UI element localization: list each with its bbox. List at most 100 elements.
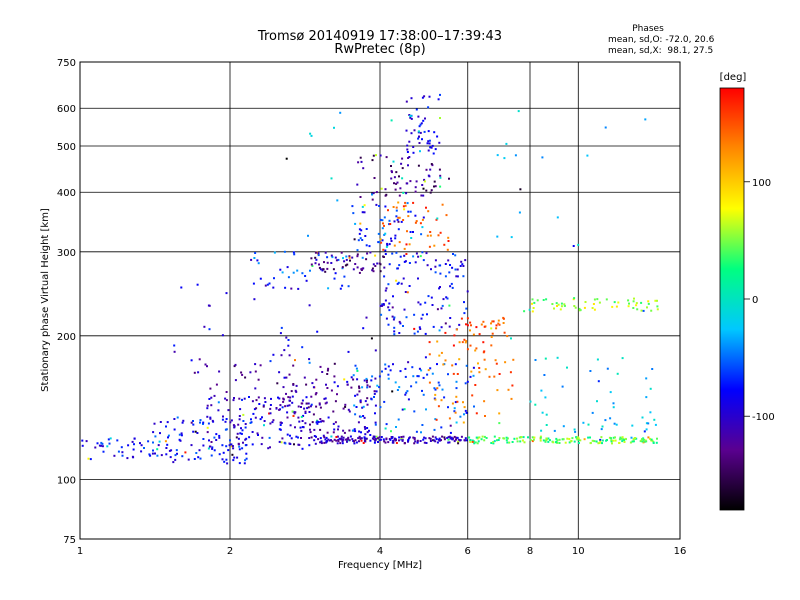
echo-point [449,264,451,266]
echo-point [342,407,345,410]
echo-point [210,441,213,443]
echo-point [443,243,446,246]
echo-point [422,119,425,122]
echo-point [248,396,250,398]
echo-point [279,421,282,424]
echo-point [211,419,214,422]
echo-point [113,454,116,457]
echo-point [325,383,327,386]
y-tick-label: 400 [57,188,76,199]
echo-point [483,350,486,353]
echo-point [503,331,506,334]
echo-point [190,421,193,424]
echo-point [539,435,542,438]
echo-point [627,305,630,308]
echo-point [387,283,390,286]
echo-point [429,231,432,233]
echo-point [472,333,475,336]
echo-point [428,437,431,440]
echo-point [231,445,234,447]
echo-point [287,344,290,347]
echo-point [619,436,622,439]
echo-point [307,234,309,237]
echo-point [317,421,320,423]
echo-point [540,429,543,432]
echo-point [477,362,479,365]
echo-point [556,216,559,219]
echo-point [311,382,314,385]
echo-point [333,362,336,365]
echo-point [411,366,414,369]
echo-point [363,436,366,439]
echo-point [409,116,412,119]
echo-point [606,439,608,441]
echo-point [422,438,425,441]
echo-point [305,383,308,386]
echo-point [647,302,650,305]
echo-point [374,439,377,442]
chart-title: Tromsø 20140919 17:38:00–17:39:43 [257,29,502,44]
echo-point [262,405,265,408]
echo-point [356,266,359,269]
echo-point [377,437,379,440]
echo-point [427,295,430,298]
echo-point [453,410,456,413]
echo-point [420,431,422,434]
echo-point [126,457,129,460]
echo-point [206,365,208,368]
echo-point [564,441,567,444]
echo-point [303,376,306,379]
echo-point [391,390,394,393]
echo-point [605,298,608,301]
echo-point [372,435,375,438]
echo-point [309,405,312,408]
echo-point [239,432,242,435]
echo-point [635,302,638,305]
echo-point [152,431,155,434]
echo-point [140,444,143,447]
echo-point [449,317,452,319]
echo-point [181,421,184,424]
echo-point [353,404,356,407]
echo-point [461,263,464,266]
echo-point [301,346,304,349]
echo-point [361,211,364,214]
echo-point [238,418,241,421]
echo-point [533,301,536,304]
echo-point [300,415,303,418]
echo-point [332,268,335,271]
echo-point [395,251,398,254]
echo-point [547,437,550,440]
echo-point [215,439,218,441]
echo-point [280,326,283,329]
echo-point [412,255,415,258]
echo-point [614,436,616,439]
echo-point [325,436,328,439]
echo-point [556,441,559,444]
echo-point [286,266,289,269]
echo-point [244,423,247,425]
echo-point [587,436,590,439]
echo-point [344,264,347,267]
echo-point [347,350,350,353]
echo-point [139,442,141,445]
echo-point [445,296,448,299]
echo-point [365,316,368,319]
echo-point [490,344,493,347]
echo-point [298,443,301,446]
echo-point [297,436,299,439]
echo-point [336,393,338,396]
echo-point [422,376,425,379]
echo-point [419,131,422,134]
echo-point [623,441,626,443]
echo-point [463,312,466,315]
echo-point [292,364,295,367]
echo-point [286,433,289,436]
echo-point [379,154,382,157]
echo-point [552,441,555,444]
echo-point [373,390,376,393]
echo-point [225,445,228,448]
echo-point [465,411,468,414]
echo-point [421,138,423,141]
echo-point [551,303,554,305]
